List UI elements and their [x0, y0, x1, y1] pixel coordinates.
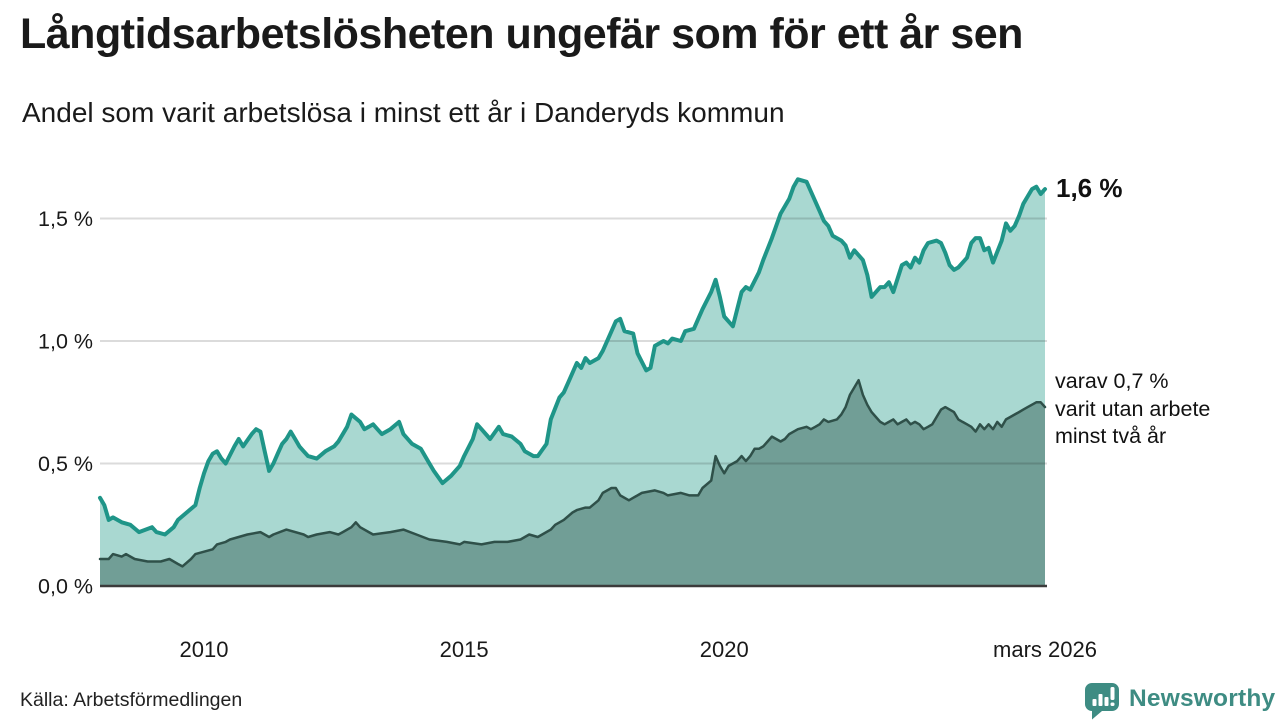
brand-lockup: Newsworthy: [1082, 678, 1275, 720]
two-year-annotation-line1: varav 0,7 %: [1055, 369, 1169, 393]
y-tick-label: 1,5 %: [38, 207, 93, 231]
newsworthy-bubble-chart-icon: [1085, 682, 1119, 719]
two-year-annotation-line3: minst två år: [1055, 424, 1167, 449]
source-label: Källa: Arbetsförmedlingen: [20, 689, 243, 711]
latest-value-annotation: 1,6 %: [1056, 173, 1123, 203]
series-one-year-line: [98, 177, 1047, 537]
page-subtitle: Andel som varit arbetslösa i minst ett å…: [22, 97, 785, 128]
brand-name: Newsworthy: [1129, 685, 1276, 712]
x-tick-label: 2015: [440, 637, 489, 662]
x-tick-label: 2020: [700, 637, 749, 662]
y-tick-label: 0,0 %: [38, 575, 93, 599]
page-title: Långtidsarbetslösheten ungefär som för e…: [20, 10, 1023, 58]
two-year-annotation: varav 0,7 % varit utan arbete minst två …: [1055, 368, 1210, 451]
series-two-year-line: [98, 378, 1047, 568]
y-tick-label: 1,0 %: [38, 330, 93, 354]
two-year-annotation-line2: varit utan arbete: [1055, 396, 1211, 421]
x-tick-label: 2010: [180, 637, 229, 662]
y-tick-label: 0,5 %: [38, 452, 93, 476]
x-tick-label: mars 2026: [993, 637, 1097, 662]
